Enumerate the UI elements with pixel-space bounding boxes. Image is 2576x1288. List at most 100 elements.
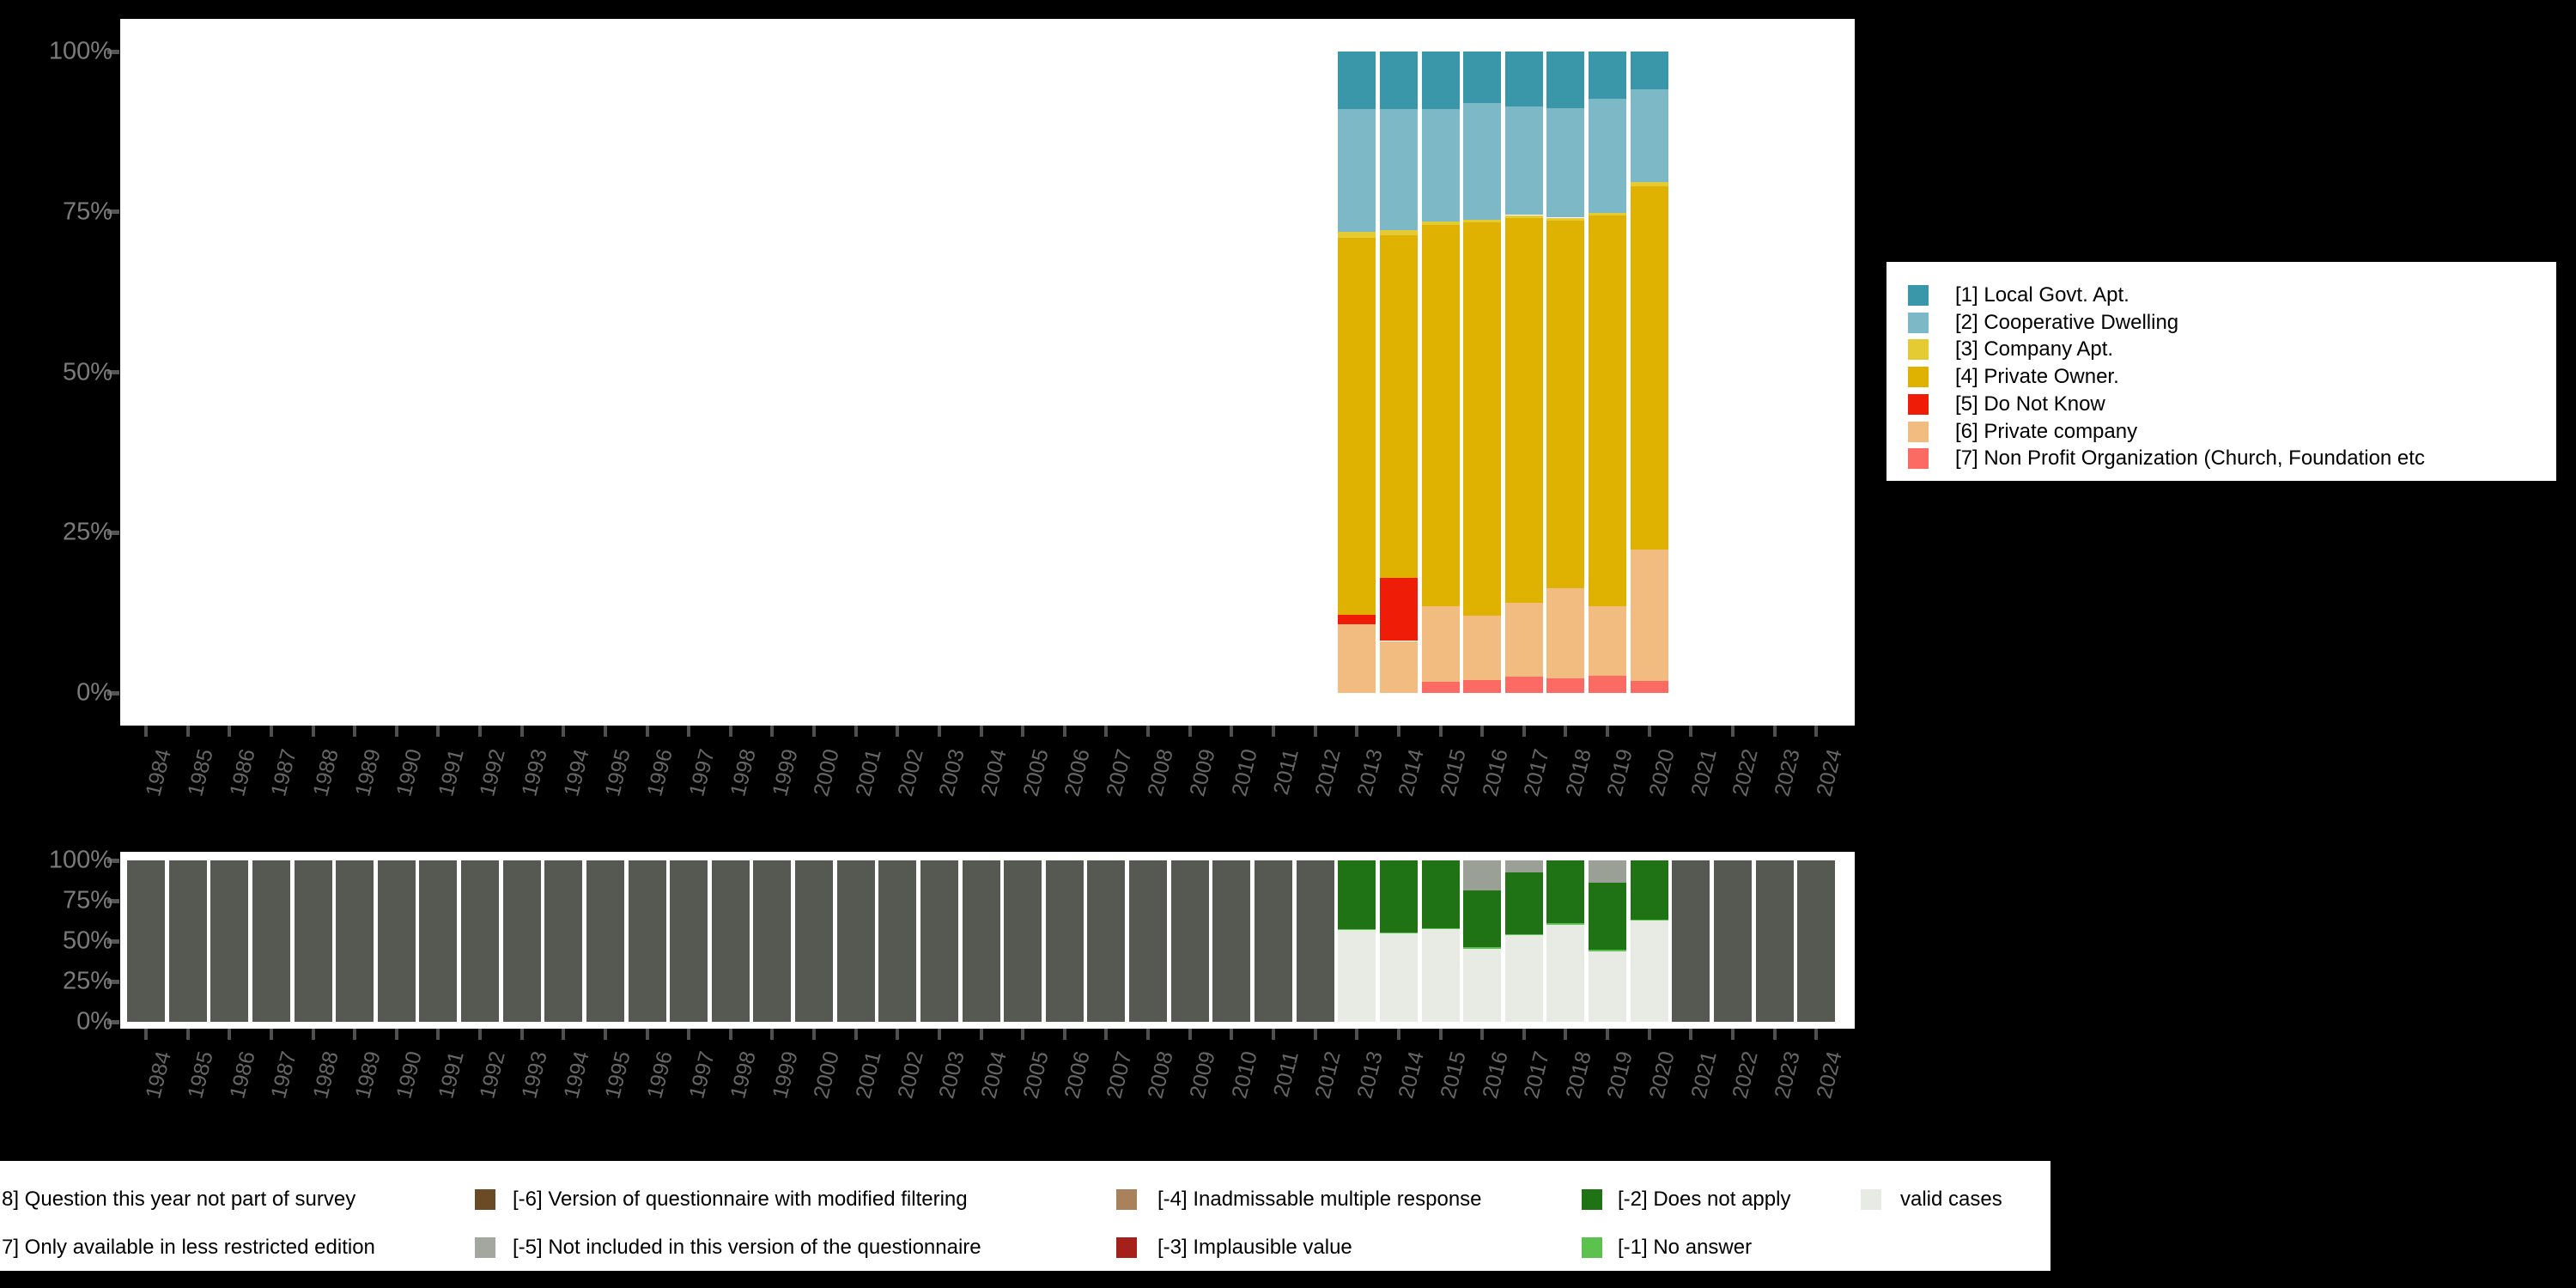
x-axis-year-label-text: 2020 [1644, 746, 1680, 799]
y-axis-label: 25% [62, 967, 112, 995]
x-axis-tick [1730, 1029, 1735, 1040]
y-axis-tick [107, 370, 119, 374]
x-axis-tick [1480, 726, 1485, 737]
bar-segment [377, 860, 416, 1022]
bar-segment [1589, 950, 1627, 951]
x-axis-tick [1606, 726, 1610, 737]
bar-segment [419, 860, 458, 1022]
x-axis-tick [603, 1029, 607, 1040]
x-axis-tick [1146, 726, 1151, 737]
x-axis-year-label-text: 1993 [517, 746, 552, 799]
bar-segment [1338, 860, 1376, 929]
bar-segment [1546, 677, 1585, 693]
x-axis-tick [1396, 726, 1400, 737]
legend-label: [-1] No answer [1618, 1236, 1753, 1259]
x-axis-tick [228, 1029, 232, 1040]
bar-segment [1546, 217, 1585, 221]
bar-segment [586, 860, 624, 1022]
y-axis-label: 25% [62, 518, 112, 546]
x-axis-tick [812, 1029, 817, 1040]
bar-segment [1379, 578, 1418, 641]
x-axis-tick [394, 1029, 398, 1040]
x-axis-tick [1772, 726, 1777, 737]
bar-segment [1504, 52, 1543, 107]
x-axis-tick [185, 1029, 190, 1040]
bar-segment [920, 860, 958, 1022]
x-axis-year-label-text: 1984 [141, 1048, 177, 1102]
y-axis-tick [107, 898, 119, 903]
x-axis-year-label-text: 1997 [683, 1048, 720, 1102]
bar-segment [1589, 606, 1627, 676]
bar-segment [1630, 89, 1668, 183]
x-axis-year-label-text: 2024 [1811, 746, 1847, 799]
x-axis-year-label-text: 2003 [934, 746, 970, 799]
bar-segment [1463, 219, 1502, 223]
bar-segment [1546, 588, 1585, 678]
x-axis-year-label-text: 2012 [1310, 1048, 1346, 1102]
x-axis-year-label-text: 2001 [851, 746, 886, 799]
x-axis-year-label-text: 1992 [475, 746, 511, 799]
x-axis-tick [1647, 726, 1651, 737]
x-axis-tick [478, 726, 483, 737]
x-axis-tick [1062, 726, 1066, 737]
x-axis-year-label-text: 1984 [141, 746, 177, 799]
missing-values-legend: 8] Question this year not part of survey… [0, 1161, 2050, 1271]
legend-label: [-4] Inadmissable multiple response [1157, 1188, 1482, 1211]
legend-label: [-5] Not included in this version of the… [513, 1236, 981, 1259]
legend-label: 7] Only available in less restricted edi… [2, 1236, 375, 1259]
x-axis-year-label-text: 1997 [683, 746, 720, 799]
bar-segment [252, 860, 290, 1022]
bar-segment [1755, 860, 1794, 1022]
x-axis-tick [1104, 1029, 1109, 1040]
x-axis-tick [228, 726, 232, 737]
y-axis-label: 50% [62, 927, 112, 955]
legend-swatch [1908, 285, 1929, 306]
x-axis-tick [562, 726, 566, 737]
x-axis-year-label-text: 1990 [392, 746, 427, 799]
y-axis-tick [107, 210, 119, 215]
legend-label: [6] Private company [1955, 419, 2138, 443]
legend-label: [-3] Implausible value [1157, 1236, 1352, 1259]
bar-segment [1630, 52, 1668, 90]
x-axis-tick [1564, 726, 1568, 737]
legend-swatch [1908, 421, 1929, 442]
bar-segment [1379, 860, 1418, 933]
bar-segment [1421, 224, 1460, 607]
bar-segment [1463, 949, 1502, 1022]
x-axis-year-label-text: 2000 [809, 1048, 845, 1102]
x-axis-year-label-text: 2009 [1185, 1048, 1220, 1102]
bar-segment [1589, 675, 1627, 693]
x-axis-tick [854, 726, 858, 737]
legend-label: [5] Do Not Know [1955, 392, 2105, 416]
bar-segment [1338, 928, 1376, 930]
bar-segment [836, 860, 875, 1022]
bar-segment [670, 860, 708, 1022]
x-axis-tick [1606, 1029, 1610, 1040]
bar-segment [1504, 677, 1543, 693]
x-axis-tick [603, 726, 607, 737]
y-axis-label: 100% [48, 846, 112, 874]
x-axis-year-label-text: 1994 [558, 746, 594, 799]
bar-segment [1379, 230, 1418, 236]
y-axis-tick [107, 858, 119, 863]
y-axis-tick [107, 1019, 119, 1024]
bar-segment [544, 860, 583, 1022]
x-axis-tick [1272, 1029, 1275, 1040]
x-axis-tick [1522, 1029, 1526, 1040]
x-axis-year-label-text: 1987 [266, 1048, 302, 1102]
x-axis-tick [1814, 1029, 1819, 1040]
bar-segment [1421, 929, 1460, 1022]
bar-segment [1421, 928, 1460, 930]
bar-segment [1087, 860, 1126, 1022]
bar-segment [168, 860, 207, 1022]
x-axis-tick [1647, 1029, 1651, 1040]
bar-segment [1463, 890, 1502, 948]
bar-segment [1672, 860, 1710, 1022]
x-axis-year-label-text: 1996 [642, 1048, 677, 1102]
bar-segment [1589, 951, 1627, 1022]
bar-segment [1463, 52, 1502, 103]
x-axis-year-label-text: 2005 [1018, 746, 1054, 799]
x-axis-year-label-text: 2022 [1728, 746, 1764, 799]
legend-swatch [1116, 1189, 1137, 1210]
